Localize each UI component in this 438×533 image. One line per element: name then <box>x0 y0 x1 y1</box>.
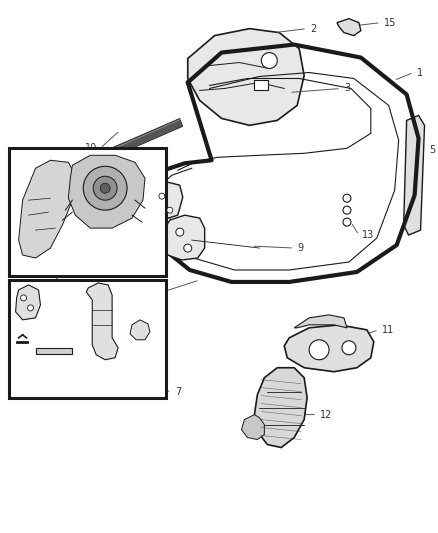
Polygon shape <box>241 415 265 440</box>
Circle shape <box>93 176 117 200</box>
Text: 8: 8 <box>33 290 39 300</box>
Polygon shape <box>18 118 183 196</box>
Text: 3: 3 <box>344 84 350 93</box>
Polygon shape <box>16 285 40 320</box>
Circle shape <box>343 194 351 202</box>
Text: 13: 13 <box>362 230 374 240</box>
Bar <box>9 280 166 398</box>
Text: 11: 11 <box>382 325 394 335</box>
Bar <box>9 148 166 276</box>
Circle shape <box>343 218 351 226</box>
Text: 14: 14 <box>178 220 190 230</box>
Polygon shape <box>254 368 307 448</box>
Circle shape <box>342 341 356 355</box>
Text: 10: 10 <box>85 143 97 154</box>
Circle shape <box>100 183 110 193</box>
Circle shape <box>21 295 27 301</box>
Polygon shape <box>130 320 150 340</box>
Polygon shape <box>162 215 205 260</box>
Text: 1: 1 <box>417 68 423 77</box>
Text: 2: 2 <box>310 23 316 34</box>
Circle shape <box>176 228 184 236</box>
Polygon shape <box>18 160 75 258</box>
Circle shape <box>167 207 173 213</box>
Text: 12: 12 <box>320 410 332 419</box>
Circle shape <box>261 53 277 69</box>
Text: 5: 5 <box>430 146 436 155</box>
Polygon shape <box>284 325 374 372</box>
Text: 4: 4 <box>129 295 135 305</box>
Circle shape <box>309 340 329 360</box>
Circle shape <box>83 166 127 210</box>
Polygon shape <box>152 182 183 220</box>
Text: 15: 15 <box>384 18 396 28</box>
Polygon shape <box>86 283 118 360</box>
Circle shape <box>159 193 165 199</box>
Bar <box>254 80 268 91</box>
Polygon shape <box>404 116 424 235</box>
Text: 7: 7 <box>175 386 181 397</box>
Circle shape <box>343 206 351 214</box>
Polygon shape <box>294 315 347 328</box>
Circle shape <box>184 244 192 252</box>
Text: 9: 9 <box>297 243 303 253</box>
Polygon shape <box>35 348 72 354</box>
Polygon shape <box>337 19 361 36</box>
Circle shape <box>28 305 34 311</box>
Polygon shape <box>188 29 304 125</box>
Polygon shape <box>68 155 145 228</box>
